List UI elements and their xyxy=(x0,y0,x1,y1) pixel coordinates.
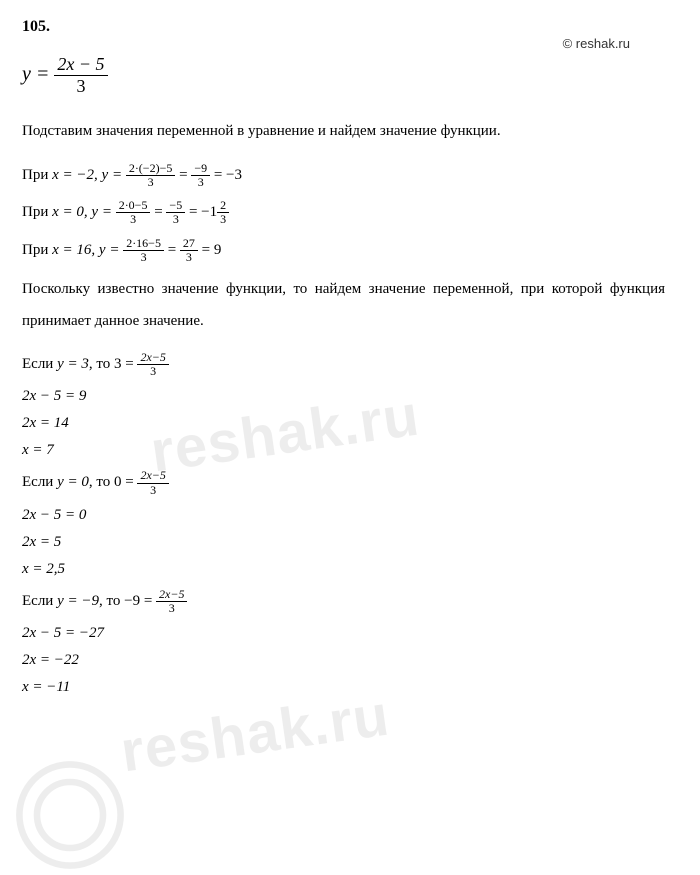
case3-condition: Если y = −9, то −9 = 2x−53 xyxy=(22,588,665,615)
calc3-y: y = xyxy=(99,242,123,258)
watermark-text-2: reshak.ru xyxy=(117,682,394,786)
case1-fn: 2x−5 xyxy=(137,351,168,365)
case2-rhs: 0 = xyxy=(114,475,137,491)
calc1-res: = −3 xyxy=(210,167,242,183)
calc2-f3n: 2 xyxy=(217,199,229,213)
calc2-f1n: 2·0−5 xyxy=(116,199,151,213)
calc2-prefix: При xyxy=(22,204,52,220)
case3-post: , то xyxy=(99,593,124,609)
case1-step2: 2x = 14 xyxy=(22,415,665,432)
case1-fd: 3 xyxy=(137,365,168,378)
case2-step1: 2x − 5 = 0 xyxy=(22,507,665,524)
case1-pre: Если xyxy=(22,356,57,372)
case1-rhs: 3 = xyxy=(114,356,137,372)
calc1-prefix: При xyxy=(22,167,52,183)
case2-fd: 3 xyxy=(137,484,168,497)
calc2-x: x = 0, xyxy=(52,204,91,220)
case2-cond: y = 0 xyxy=(57,475,89,491)
calc3-f2n: 27 xyxy=(180,237,198,251)
paragraph-2: Поскольку известно значение функции, то … xyxy=(22,274,665,337)
calc2-eq2: = −1 xyxy=(185,204,217,220)
case1-cond: y = 3 xyxy=(57,356,89,372)
calc2-f3d: 3 xyxy=(217,213,229,226)
calc3-f2d: 3 xyxy=(180,251,198,264)
case1-post: , то xyxy=(89,356,114,372)
formula-den: 3 xyxy=(54,76,107,97)
calc-row-3: При x = 16, y = 2·16−53 = 273 = 9 xyxy=(22,237,665,264)
main-formula: y = 2x − 5 3 xyxy=(22,54,665,96)
calc2-f2n: −5 xyxy=(166,199,185,213)
case2-pre: Если xyxy=(22,475,57,491)
calc2-f2d: 3 xyxy=(166,213,185,226)
case3-cond: y = −9 xyxy=(57,593,99,609)
case3-fd: 3 xyxy=(156,602,187,615)
case3-step1: 2x − 5 = −27 xyxy=(22,625,665,642)
case1-step3: x = 7 xyxy=(22,442,665,459)
calc3-x: x = 16, xyxy=(52,242,99,258)
case1-step1: 2x − 5 = 9 xyxy=(22,388,665,405)
calc1-f1n: 2·(−2)−5 xyxy=(126,162,176,176)
calc1-eq1: = xyxy=(175,167,191,183)
calc1-f1d: 3 xyxy=(126,176,176,189)
case2-post: , то xyxy=(89,475,114,491)
calc3-f1d: 3 xyxy=(123,251,164,264)
case1-condition: Если y = 3, то 3 = 2x−53 xyxy=(22,351,665,378)
case3-pre: Если xyxy=(22,593,57,609)
calc1-x: x = −2, xyxy=(52,167,101,183)
case2-condition: Если y = 0, то 0 = 2x−53 xyxy=(22,469,665,496)
paragraph-1: Подставим значения переменной в уравнени… xyxy=(22,116,665,148)
case2-fn: 2x−5 xyxy=(137,469,168,483)
calc3-res: = 9 xyxy=(198,242,221,258)
case2-step2: 2x = 5 xyxy=(22,534,665,551)
calc1-f2n: −9 xyxy=(191,162,210,176)
calc3-eq1: = xyxy=(164,242,180,258)
problem-number: 105. xyxy=(22,18,665,36)
calc3-prefix: При xyxy=(22,242,52,258)
case3-step2: 2x = −22 xyxy=(22,652,665,669)
calc-row-2: При x = 0, y = 2·0−53 = −53 = −123 xyxy=(22,199,665,226)
calc2-f1d: 3 xyxy=(116,213,151,226)
calc2-y: y = xyxy=(91,204,115,220)
case3-rhs: −9 = xyxy=(124,593,156,609)
calc3-f1n: 2·16−5 xyxy=(123,237,164,251)
case2-step3: x = 2,5 xyxy=(22,561,665,578)
case3-fn: 2x−5 xyxy=(156,588,187,602)
case3-step3: x = −11 xyxy=(22,679,665,696)
copyright: © reshak.ru xyxy=(563,36,630,51)
watermark-rings xyxy=(15,760,125,875)
calc-row-1: При x = −2, y = 2·(−2)−53 = −93 = −3 xyxy=(22,162,665,189)
calc1-y: y = xyxy=(102,167,126,183)
calc1-f2d: 3 xyxy=(191,176,210,189)
formula-num: 2x − 5 xyxy=(54,54,107,76)
formula-lhs: y = xyxy=(22,63,49,85)
calc2-eq1: = xyxy=(150,204,166,220)
